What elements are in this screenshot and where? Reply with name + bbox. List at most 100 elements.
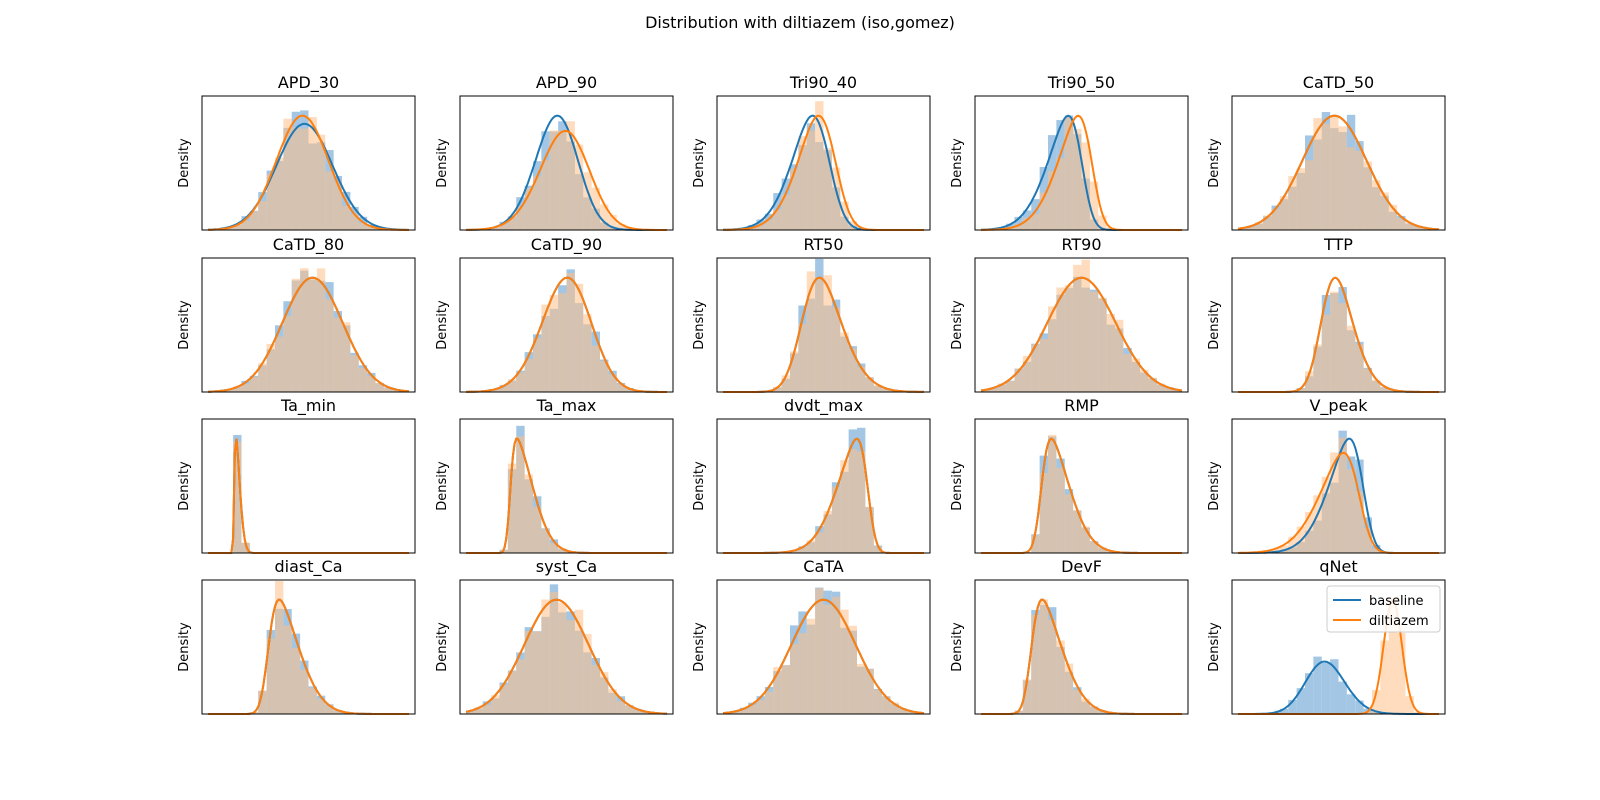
axes-frame (716, 95, 931, 231)
hist-bar-diltiazem (1346, 325, 1356, 392)
hist-bar-diltiazem (815, 588, 824, 714)
hist-bar-diltiazem (541, 160, 550, 230)
hist-bar-diltiazem (316, 699, 326, 714)
hist-bar-diltiazem (541, 529, 550, 553)
hist-bar-diltiazem (325, 299, 334, 392)
kde-line-diltiazem (208, 276, 410, 393)
hist-bar-diltiazem (1305, 160, 1314, 230)
hist-bar-diltiazem (1031, 344, 1040, 392)
hist-bar-diltiazem (1064, 285, 1074, 392)
hist-bar-diltiazem (882, 696, 891, 714)
hist-bar-diltiazem (358, 222, 368, 230)
hist-bar-diltiazem (1048, 306, 1057, 392)
hist-bar-diltiazem (798, 633, 807, 714)
hist-bar-diltiazem (731, 711, 740, 714)
hist-bar-diltiazem (600, 672, 609, 714)
hist-bar-diltiazem (1372, 380, 1381, 392)
hist-bar-diltiazem (1263, 215, 1272, 230)
hist-bar-diltiazem (516, 206, 525, 230)
hist-bar-diltiazem (591, 664, 600, 714)
hist-bar-diltiazem (1081, 698, 1090, 714)
y-axis-label: Density (177, 300, 192, 350)
hist-bar-diltiazem (1305, 512, 1314, 553)
hist-bar-diltiazem (1106, 313, 1115, 392)
hist-bar-diltiazem (566, 121, 575, 230)
hist-bar-diltiazem (1014, 224, 1023, 230)
y-axis-label: Density (692, 461, 707, 511)
hist-bar-diltiazem (558, 602, 567, 714)
hist-bar-diltiazem (806, 618, 816, 714)
hist-bar-diltiazem (907, 711, 916, 714)
panel-apd-90: APD_90 Density (435, 73, 674, 231)
hist-bar-diltiazem (541, 599, 550, 714)
axes-frame (459, 579, 674, 715)
panel-apd-30: APD_30 Density (177, 73, 416, 231)
hist-bar-diltiazem (308, 687, 317, 714)
hist-bar-diltiazem (350, 214, 359, 230)
panel-tri90-50: Tri90_50 Density (950, 73, 1189, 231)
hist-bar-diltiazem (773, 386, 782, 392)
hist-bar-diltiazem (491, 227, 500, 230)
hist-bar-diltiazem (258, 363, 267, 392)
hist-bar-diltiazem (1363, 711, 1372, 714)
hist-bar-diltiazem (358, 367, 368, 392)
hist-bar-diltiazem (1089, 291, 1099, 392)
hist-bar-diltiazem (533, 338, 542, 392)
panel-qnet: qNet Density baseline diltiazem (1207, 557, 1446, 715)
hist-bar-diltiazem (1321, 314, 1331, 392)
hist-bar-diltiazem (1173, 390, 1182, 392)
hist-bar-baseline (1296, 688, 1305, 714)
hist-bar-diltiazem (1014, 710, 1023, 714)
hist-bar-diltiazem (1372, 180, 1381, 230)
hist-bar-diltiazem (574, 144, 584, 230)
hist-bar-diltiazem (890, 702, 899, 714)
hist-bar-baseline (1346, 694, 1356, 714)
hist-bar-diltiazem (1064, 117, 1074, 230)
panel-title: diast_Ca (275, 557, 343, 577)
panel-rt50: RT50 Density (692, 235, 931, 393)
hist-bar-diltiazem (848, 625, 857, 714)
hist-bar-diltiazem (1271, 208, 1280, 230)
axes-frame (974, 579, 1189, 715)
hist-bar-diltiazem (1115, 319, 1124, 392)
hist-bar-diltiazem (308, 117, 317, 230)
kde-line-diltiazem (980, 276, 1183, 392)
hist-bar-diltiazem (600, 360, 609, 392)
hist-bar-diltiazem (499, 385, 508, 392)
hist-bar-baseline (1313, 656, 1322, 714)
panel-diast-ca: diast_Ca Density (177, 557, 416, 715)
hist-bar-diltiazem (549, 543, 559, 553)
figure-title: Distribution with diltiazem (iso,gomez) (645, 13, 955, 32)
hist-bar-diltiazem (367, 226, 376, 230)
hist-bar-diltiazem (1081, 259, 1090, 392)
hist-bar-diltiazem (831, 167, 841, 230)
hist-bar-diltiazem (533, 631, 542, 714)
hist-bar-diltiazem (333, 181, 342, 230)
hist-bar-diltiazem (283, 625, 292, 714)
hist-bar-diltiazem (1388, 204, 1398, 230)
hist-bar-diltiazem (1140, 369, 1149, 392)
hist-bar-diltiazem (474, 707, 483, 714)
hist-bar-diltiazem (840, 332, 849, 392)
panel-dvdt-max: dvdt_max Density (692, 396, 931, 554)
hist-bar-diltiazem (790, 351, 799, 392)
hist-bar-diltiazem (283, 118, 292, 230)
panel-title: CaTD_80 (273, 235, 344, 255)
hist-bar-diltiazem (1156, 383, 1166, 392)
hist-bar-diltiazem (507, 379, 517, 392)
hist-bar-diltiazem (1098, 547, 1107, 553)
axes-frame (1231, 418, 1446, 554)
hist-bar-diltiazem (375, 382, 384, 392)
y-axis-label: Density (692, 300, 707, 350)
hist-bar-diltiazem (1089, 541, 1099, 553)
panel-ta-min: Ta_min Density (177, 396, 416, 554)
hist-bar-diltiazem (300, 268, 309, 392)
hist-bar-diltiazem (997, 383, 1007, 392)
axes-frame (716, 579, 931, 715)
y-axis-label: Density (950, 138, 965, 188)
hist-bar-diltiazem (1363, 161, 1372, 230)
kde-line-diltiazem (1237, 114, 1440, 231)
hist-bar-diltiazem (1073, 128, 1082, 230)
hist-bar-diltiazem (1123, 353, 1132, 392)
hist-bar-diltiazem (1073, 264, 1082, 392)
